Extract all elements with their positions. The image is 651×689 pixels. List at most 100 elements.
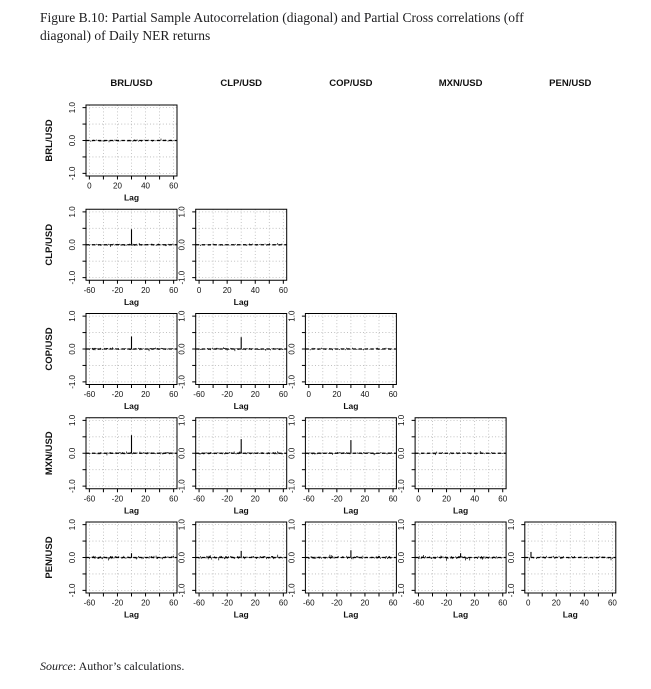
y-tick-label: 1.0 [68, 206, 77, 218]
axis-ticks [301, 419, 394, 493]
row-label-COPUSD: COP/USD [44, 327, 55, 370]
y-tick-label: -1.0 [178, 270, 187, 284]
x-tick-label: -60 [84, 390, 96, 399]
y-tick-label: 1.0 [397, 414, 406, 426]
x-tick-label: 20 [113, 182, 122, 191]
axis-ticks [301, 315, 394, 388]
x-tick-label: 0 [526, 599, 531, 608]
subplot-PENUSD-COPUSD: -60 -20 20 60 -1.0 0.0 1.0 Lag [287, 519, 398, 620]
y-tick-label: -1.0 [507, 583, 516, 597]
x-tick-label: -60 [84, 599, 96, 608]
column-header-PENUSD: PEN/USD [549, 78, 591, 89]
subplot-COPUSD-CLPUSD: -60 -20 20 60 -1.0 0.0 1.0 Lag [178, 310, 289, 411]
y-tick-label: 1.0 [287, 310, 296, 322]
x-axis-label: Lag [234, 401, 249, 411]
subplot-MXNUSD-CLPUSD: -60 -20 20 60 -1.0 0.0 1.0 Lag [178, 414, 289, 515]
x-tick-label: -20 [112, 286, 124, 295]
source-label: Source [40, 659, 73, 673]
figure-title-line2: diagonal) of Daily NER returns [40, 28, 211, 43]
y-tick-label: -1.0 [178, 583, 187, 597]
column-header-COPUSD: COP/USD [329, 78, 372, 89]
x-tick-label: 60 [279, 494, 288, 503]
y-tick-label: 0.0 [68, 551, 77, 563]
y-tick-label: -1.0 [397, 479, 406, 493]
x-tick-label: 60 [279, 599, 288, 608]
x-axis-label: Lag [124, 193, 139, 203]
x-axis-label: Lag [234, 297, 249, 307]
y-tick-label: -1.0 [178, 479, 187, 493]
y-tick-label: -1.0 [178, 374, 187, 388]
y-tick-label: 0.0 [68, 134, 77, 146]
axis-ticks [192, 211, 284, 284]
x-tick-label: -20 [221, 494, 233, 503]
y-tick-label: -1.0 [68, 166, 77, 180]
x-tick-label: 40 [470, 494, 479, 503]
x-tick-label: 20 [251, 599, 260, 608]
y-tick-label: 1.0 [287, 414, 296, 426]
x-tick-label: 20 [251, 390, 260, 399]
x-tick-label: -60 [193, 494, 205, 503]
y-tick-label: 1.0 [178, 519, 187, 531]
axis-ticks [82, 315, 175, 388]
y-tick-label: 1.0 [178, 414, 187, 426]
x-axis-label: Lag [453, 505, 468, 515]
x-tick-label: 60 [498, 494, 507, 503]
x-tick-label: 0 [307, 390, 312, 399]
pacf-noise-stems [529, 555, 613, 561]
subplot-PENUSD-PENUSD: 0 20 40 60 -1.0 0.0 1.0 Lag [507, 519, 618, 620]
x-tick-label: -60 [84, 286, 96, 295]
x-axis-label: Lag [234, 610, 249, 620]
x-tick-label: -20 [112, 599, 124, 608]
x-tick-label: 20 [141, 390, 150, 399]
y-tick-label: 0.0 [287, 447, 296, 459]
y-tick-label: 1.0 [397, 519, 406, 531]
y-tick-label: 0.0 [178, 447, 187, 459]
y-tick-label: 0.0 [178, 343, 187, 355]
x-tick-label: 60 [279, 390, 288, 399]
x-tick-label: 0 [87, 182, 92, 191]
column-header-MXNUSD: MXN/USD [439, 78, 483, 89]
subplot-COPUSD-COPUSD: 0 20 40 60 -1.0 0.0 1.0 Lag [287, 310, 398, 411]
x-tick-label: 20 [141, 494, 150, 503]
x-tick-label: 60 [389, 390, 398, 399]
subplot-CLPUSD-BRLUSD: -60 -20 20 60 -1.0 0.0 1.0 Lag [68, 206, 179, 307]
y-tick-label: 1.0 [178, 310, 187, 322]
x-axis-label: Lag [124, 401, 139, 411]
x-tick-label: 60 [169, 286, 178, 295]
y-tick-label: 0.0 [68, 239, 77, 251]
pacf-noise-stems [309, 347, 394, 351]
x-tick-label: 20 [141, 599, 150, 608]
x-tick-label: 0 [416, 494, 421, 503]
y-tick-label: 1.0 [287, 519, 296, 531]
y-tick-label: -1.0 [68, 583, 77, 597]
y-tick-label: 0.0 [68, 447, 77, 459]
x-tick-label: 60 [169, 182, 178, 191]
axis-ticks [411, 419, 504, 493]
subplot-CLPUSD-CLPUSD: 0 20 40 60 -1.0 0.0 1.0 Lag [178, 206, 289, 307]
x-tick-label: 60 [608, 599, 617, 608]
column-header-BRLUSD: BRL/USD [110, 78, 152, 89]
y-tick-label: 0.0 [287, 551, 296, 563]
axis-ticks [82, 419, 175, 493]
y-tick-label: -1.0 [68, 270, 77, 284]
figure-title: Figure B.10: Partial Sample Autocorrelat… [40, 9, 625, 45]
source-text: : Author’s calculations. [72, 659, 185, 673]
x-tick-label: -20 [331, 494, 343, 503]
row-label-CLPUSD: CLP/USD [44, 224, 55, 266]
x-tick-label: -20 [331, 599, 343, 608]
x-tick-label: 60 [389, 494, 398, 503]
y-tick-label: 0.0 [397, 447, 406, 459]
x-tick-label: -20 [221, 390, 233, 399]
axis-ticks [82, 211, 175, 284]
y-tick-label: 0.0 [287, 343, 296, 355]
subplot-COPUSD-BRLUSD: -60 -20 20 60 -1.0 0.0 1.0 Lag [68, 310, 179, 411]
y-tick-label: -1.0 [397, 583, 406, 597]
x-tick-label: 60 [498, 599, 507, 608]
x-tick-label: 20 [223, 286, 232, 295]
axis-ticks [192, 315, 284, 388]
x-tick-label: 40 [360, 390, 369, 399]
y-tick-label: 0.0 [178, 551, 187, 563]
axis-ticks [411, 524, 504, 597]
pacf-noise-stems [200, 243, 284, 247]
x-tick-label: 60 [169, 494, 178, 503]
